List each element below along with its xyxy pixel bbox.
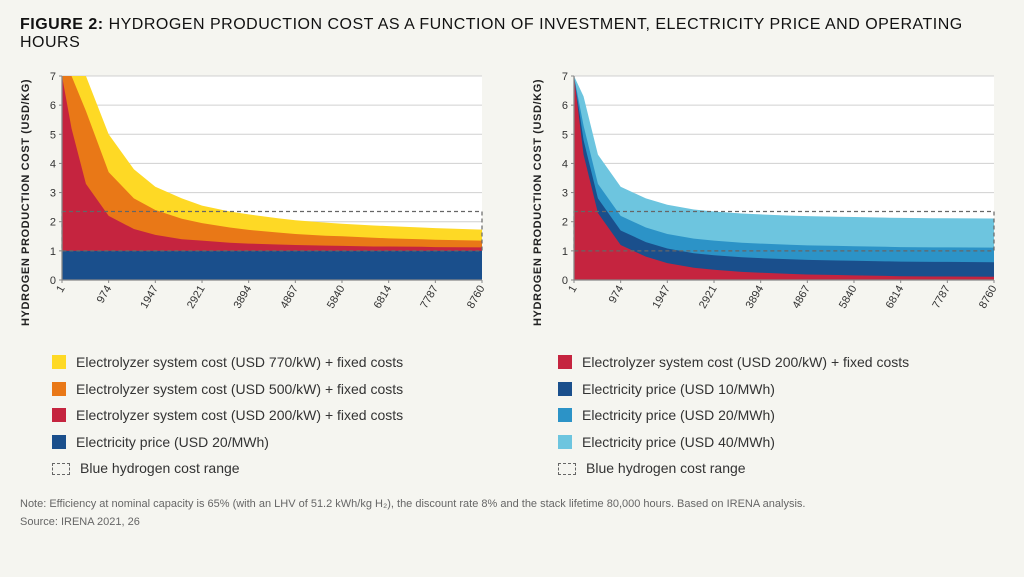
svg-text:6: 6 xyxy=(562,100,568,112)
chart-source: Source: IRENA 2021, 26 xyxy=(20,514,1004,532)
left-chart: HYDROGEN PRODUCTION COST (USD/KG) 012345… xyxy=(20,70,492,335)
legend-swatch-icon xyxy=(52,382,66,396)
legend-item: Blue hydrogen cost range xyxy=(52,455,498,482)
y-axis-label: HYDROGEN PRODUCTION COST (USD/KG) xyxy=(532,70,544,335)
legend-dash-icon xyxy=(558,463,576,475)
svg-text:7: 7 xyxy=(562,71,568,83)
svg-text:5: 5 xyxy=(50,129,56,141)
svg-text:1: 1 xyxy=(54,284,67,295)
svg-text:5840: 5840 xyxy=(837,284,860,311)
legend-dash-icon xyxy=(52,463,70,475)
legend-label: Electricity price (USD 20/MWh) xyxy=(582,402,775,429)
legend-item: Electrolyzer system cost (USD 200/kW) + … xyxy=(558,349,1004,376)
svg-text:2921: 2921 xyxy=(697,284,720,311)
legend-item: Electricity price (USD 10/MWh) xyxy=(558,376,1004,403)
legend-label: Electricity price (USD 40/MWh) xyxy=(582,429,775,456)
svg-text:0: 0 xyxy=(50,275,56,287)
svg-text:1: 1 xyxy=(562,246,568,258)
svg-text:974: 974 xyxy=(95,284,115,306)
right-chart: HYDROGEN PRODUCTION COST (USD/KG) 012345… xyxy=(532,70,1004,335)
svg-text:3: 3 xyxy=(562,188,568,200)
svg-text:1: 1 xyxy=(566,284,579,295)
legend-label: Blue hydrogen cost range xyxy=(80,455,240,482)
svg-text:4: 4 xyxy=(50,158,56,170)
legend-swatch-icon xyxy=(52,408,66,422)
legend-item: Electricity price (USD 20/MWh) xyxy=(558,402,1004,429)
svg-text:2: 2 xyxy=(50,217,56,229)
svg-text:3: 3 xyxy=(50,188,56,200)
legend-item: Electrolyzer system cost (USD 200/kW) + … xyxy=(52,402,498,429)
legend-item: Electrolyzer system cost (USD 500/kW) + … xyxy=(52,376,498,403)
legend-label: Blue hydrogen cost range xyxy=(586,455,746,482)
legend-item: Blue hydrogen cost range xyxy=(558,455,1004,482)
legend-row: Electrolyzer system cost (USD 770/kW) + … xyxy=(52,349,1004,482)
svg-text:4: 4 xyxy=(562,158,568,170)
figure-title: FIGURE 2: HYDROGEN PRODUCTION COST AS A … xyxy=(20,16,1004,52)
svg-text:3894: 3894 xyxy=(744,284,767,311)
legend-item: Electricity price (USD 40/MWh) xyxy=(558,429,1004,456)
y-axis-label: HYDROGEN PRODUCTION COST (USD/KG) xyxy=(20,70,32,335)
legend-item: Electricity price (USD 20/MWh) xyxy=(52,429,498,456)
legend-item: Electrolyzer system cost (USD 770/kW) + … xyxy=(52,349,498,376)
svg-text:2: 2 xyxy=(562,217,568,229)
legend-label: Electrolyzer system cost (USD 200/kW) + … xyxy=(582,349,909,376)
svg-text:5840: 5840 xyxy=(325,284,348,311)
legend-right: Electrolyzer system cost (USD 200/kW) + … xyxy=(558,349,1004,482)
svg-text:6814: 6814 xyxy=(884,284,907,311)
svg-text:7787: 7787 xyxy=(418,284,441,311)
chart-row: HYDROGEN PRODUCTION COST (USD/KG) 012345… xyxy=(20,70,1004,335)
svg-text:7: 7 xyxy=(50,71,56,83)
legend-swatch-icon xyxy=(52,355,66,369)
svg-text:1947: 1947 xyxy=(138,284,161,311)
legend-left: Electrolyzer system cost (USD 770/kW) + … xyxy=(52,349,498,482)
legend-swatch-icon xyxy=(52,435,66,449)
svg-text:7787: 7787 xyxy=(930,284,953,311)
legend-label: Electrolyzer system cost (USD 200/kW) + … xyxy=(76,402,403,429)
svg-text:8760: 8760 xyxy=(977,284,1000,311)
svg-text:4867: 4867 xyxy=(278,284,301,311)
svg-text:3894: 3894 xyxy=(232,284,255,311)
legend-label: Electrolyzer system cost (USD 770/kW) + … xyxy=(76,349,403,376)
legend-swatch-icon xyxy=(558,435,572,449)
svg-text:4867: 4867 xyxy=(790,284,813,311)
svg-text:6814: 6814 xyxy=(372,284,395,311)
legend-label: Electrolyzer system cost (USD 500/kW) + … xyxy=(76,376,403,403)
svg-text:974: 974 xyxy=(607,284,627,306)
legend-swatch-icon xyxy=(558,355,572,369)
svg-text:1947: 1947 xyxy=(650,284,673,311)
svg-text:8760: 8760 xyxy=(465,284,488,311)
svg-text:6: 6 xyxy=(50,100,56,112)
svg-text:0: 0 xyxy=(562,275,568,287)
legend-label: Electricity price (USD 20/MWh) xyxy=(76,429,269,456)
svg-text:2921: 2921 xyxy=(185,284,208,311)
svg-text:1: 1 xyxy=(50,246,56,258)
legend-label: Electricity price (USD 10/MWh) xyxy=(582,376,775,403)
svg-text:5: 5 xyxy=(562,129,568,141)
chart-note: Note: Efficiency at nominal capacity is … xyxy=(20,496,1004,514)
legend-swatch-icon xyxy=(558,382,572,396)
legend-swatch-icon xyxy=(558,408,572,422)
